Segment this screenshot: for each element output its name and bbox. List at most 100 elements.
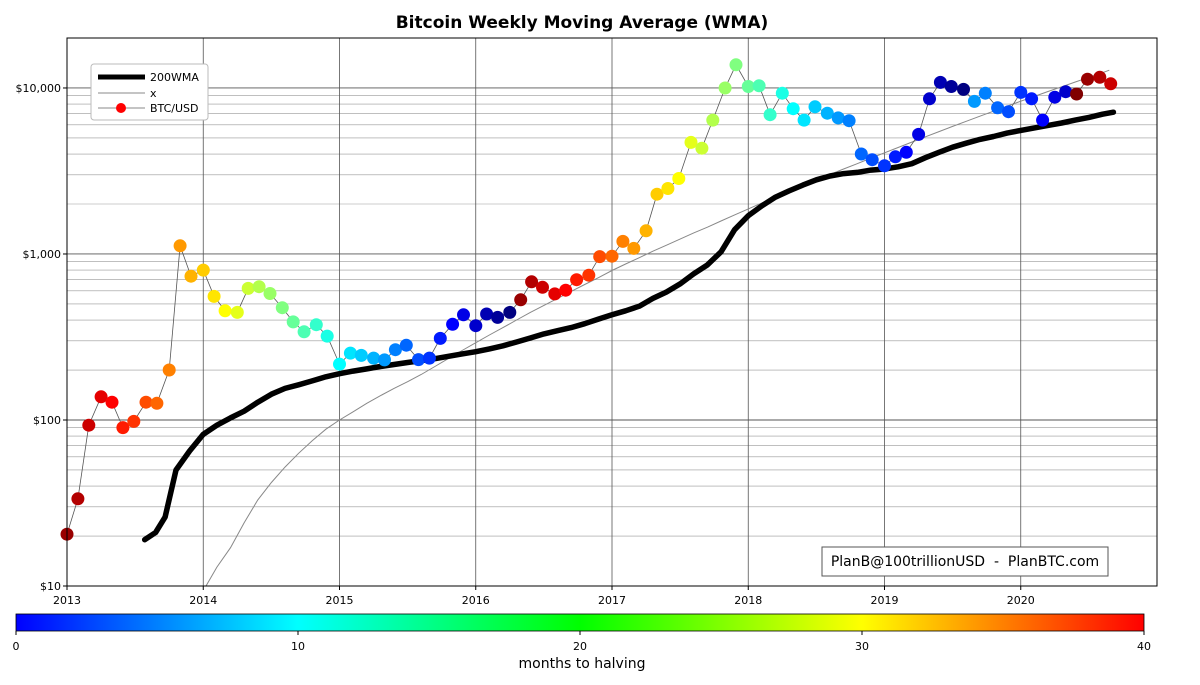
btc-price-point [173, 239, 187, 253]
btc-price-point [1014, 85, 1028, 99]
x-tick-label: 2013 [53, 594, 81, 607]
colorbar-tick-label: 40 [1137, 640, 1151, 653]
btc-price-point [854, 147, 868, 161]
btc-price-point [196, 263, 210, 277]
btc-price-point [808, 100, 822, 114]
colorbar-tick-label: 30 [855, 640, 869, 653]
legend-label-x: x [150, 87, 157, 100]
btc-price-point [71, 492, 85, 506]
btc-price-point [433, 331, 447, 345]
x-tick-label: 2016 [462, 594, 490, 607]
btc-price-point [944, 80, 958, 93]
btc-price-point [150, 396, 164, 410]
series-200wma-line [141, 109, 1117, 543]
btc-price-point [286, 315, 300, 329]
btc-price-point [139, 395, 153, 409]
btc-price-point [741, 80, 755, 93]
btc-price-point [309, 318, 323, 332]
series-btc-line [66, 63, 1111, 535]
btc-price-point [514, 293, 528, 307]
x-tick-label: 2020 [1007, 594, 1035, 607]
x-tick-label: 2017 [598, 594, 626, 607]
btc-price-point [230, 305, 244, 319]
colorbar: 0 10 20 30 40 months to halving [13, 613, 1151, 672]
btc-price-point [422, 351, 436, 365]
btc-price-point [878, 159, 891, 173]
btc-price-point [797, 113, 811, 127]
btc-price-point [786, 102, 800, 116]
x-tick-label: 2014 [189, 594, 217, 607]
btc-price-point [729, 58, 743, 72]
colorbar-tick-label: 10 [291, 640, 305, 653]
btc-price-point [503, 305, 517, 319]
btc-price-point [412, 353, 425, 367]
btc-price-point [399, 338, 413, 352]
legend-swatch-btc-marker [116, 103, 126, 113]
btc-price-point [605, 249, 619, 263]
btc-price-point [127, 414, 141, 428]
colorbar-gradient [15, 613, 1145, 632]
btc-price-point [241, 281, 255, 295]
x-axis-ticks: 2013 2014 2015 2016 2017 2018 2019 2020 [53, 586, 1035, 607]
btc-price-point [367, 351, 381, 365]
btc-price-point [320, 329, 334, 343]
btc-price-point [333, 357, 346, 371]
btc-price-point [570, 273, 584, 287]
btc-price-point [865, 153, 879, 167]
btc-price-point [446, 317, 460, 331]
btc-price-point [706, 113, 720, 127]
btc-price-point [1036, 113, 1050, 127]
btc-price-point [94, 390, 108, 404]
btc-price-point [593, 250, 607, 264]
y-axis-ticks: $10 $100 $1,000 $10,000 [16, 82, 67, 593]
btc-price-point [831, 111, 845, 125]
colorbar-ticks: 0 10 20 30 40 [13, 631, 1151, 653]
btc-price-point [718, 81, 732, 95]
btc-price-point [650, 187, 664, 201]
btc-price-point [684, 135, 698, 149]
btc-price-point [480, 307, 494, 321]
btc-price-point [933, 75, 947, 89]
chart-title: Bitcoin Weekly Moving Average (WMA) [396, 13, 769, 33]
btc-price-point [1025, 92, 1039, 106]
btc-price-point [899, 145, 913, 159]
btc-price-point [1048, 90, 1062, 104]
colorbar-label: months to halving [519, 656, 646, 672]
btc-price-point [752, 79, 766, 93]
btc-price-point [116, 421, 130, 435]
btc-price-point [763, 108, 777, 122]
btc-price-point [888, 150, 902, 164]
series-lines [66, 63, 1117, 587]
btc-price-point [842, 114, 856, 128]
btc-price-point [627, 241, 641, 255]
btc-price-point [491, 310, 505, 324]
btc-price-point [252, 280, 266, 294]
btc-price-point [457, 308, 470, 322]
btc-price-point [978, 86, 992, 100]
btc-price-point [548, 287, 562, 301]
btc-price-point [1059, 85, 1073, 99]
btc-price-point [354, 348, 368, 362]
btc-price-point [1093, 70, 1107, 84]
btc-price-point [207, 289, 221, 303]
btc-price-point [672, 172, 686, 185]
btc-price-point [297, 325, 311, 339]
y-tick-label: $1,000 [23, 248, 62, 261]
btc-price-point [105, 395, 119, 409]
credit-frame [821, 546, 1109, 577]
colorbar-tick-label: 20 [573, 640, 587, 653]
btc-price-point [378, 353, 391, 367]
btc-price-point [218, 304, 232, 318]
x-tick-label: 2018 [734, 594, 762, 607]
btc-price-point [912, 127, 926, 141]
btc-price-point [775, 86, 789, 100]
btc-price-point [1070, 87, 1084, 101]
btc-price-point [695, 141, 709, 155]
btc-price-point [991, 101, 1005, 115]
btc-price-point [184, 269, 198, 283]
y-tick-label: $100 [33, 414, 61, 427]
btc-price-point [162, 363, 176, 377]
legend-label-btc: BTC/USD [150, 102, 199, 115]
y-tick-label: $10 [40, 580, 61, 593]
